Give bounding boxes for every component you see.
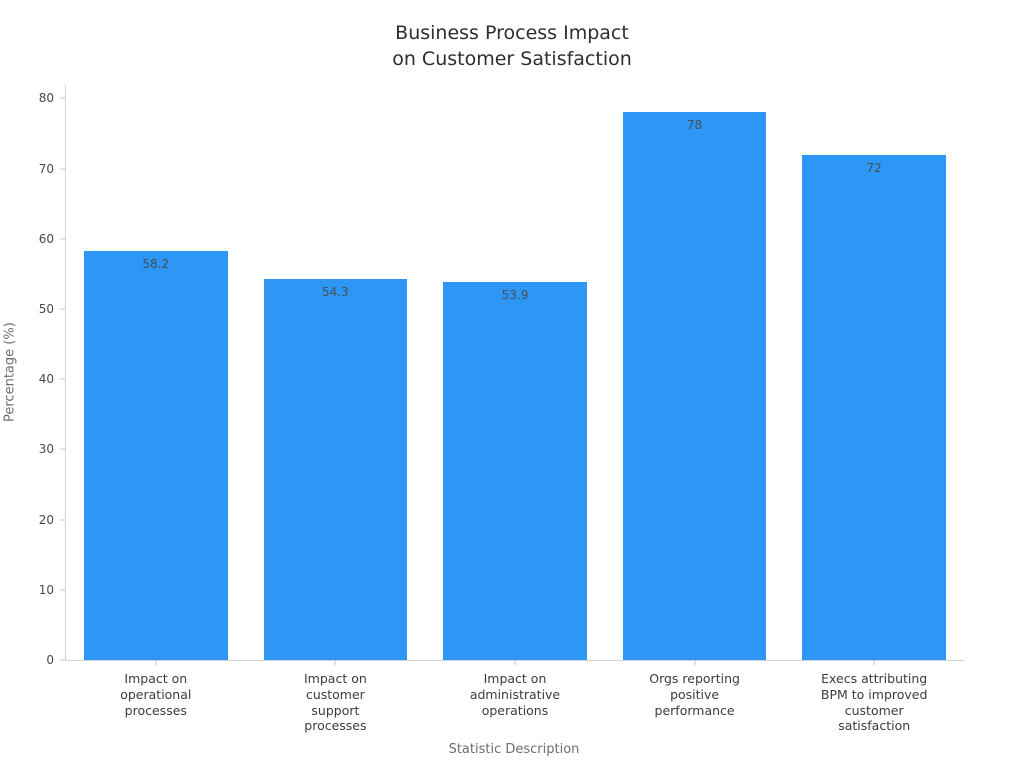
y-tick-mark <box>60 448 65 450</box>
bar-value-label: 54.3 <box>322 284 349 299</box>
bar-slot: 58.2 <box>66 85 246 660</box>
y-tick-label: 60 <box>38 231 54 246</box>
bars-container: 58.2 54.3 53.9 78 72 <box>66 85 964 660</box>
x-category-labels: Impact on operational processes Impact on… <box>66 671 964 734</box>
y-tick-label: 20 <box>38 512 54 527</box>
bar-slot: 72 <box>784 85 964 660</box>
y-tick-label: 10 <box>38 582 54 597</box>
y-tick-mark <box>60 378 65 380</box>
y-tick-mark <box>60 238 65 240</box>
bar-slot: 53.9 <box>425 85 605 660</box>
x-tick-mark <box>694 660 696 665</box>
y-tick-label: 80 <box>38 91 54 106</box>
x-tick-label: Orgs reporting positive performance <box>649 671 740 718</box>
y-axis-label: Percentage (%) <box>2 322 18 423</box>
bar: 72 <box>802 154 946 660</box>
x-tick-mark <box>514 660 516 665</box>
bar: 54.3 <box>263 278 408 660</box>
bar-value-label: 53.9 <box>501 287 529 302</box>
y-tick-label: 50 <box>38 301 54 316</box>
chart-title: Business Process Impact on Customer Sati… <box>392 22 632 70</box>
y-tick-mark <box>60 659 65 661</box>
y-tick-label: 70 <box>38 161 54 176</box>
x-axis-label: Statistic Description <box>448 742 580 757</box>
bar-slot: 54.3 <box>246 85 426 660</box>
x-tick-mark <box>334 660 336 665</box>
y-tick-mark <box>60 589 65 591</box>
y-tick-mark <box>60 168 65 170</box>
x-tick-label: Impact on administrative operations <box>469 671 561 718</box>
y-tick-mark <box>60 519 65 521</box>
bar: 58.2 <box>83 251 228 660</box>
bar-slot: 78 <box>605 85 785 660</box>
x-tick-label: Execs attributing BPM to improved custom… <box>820 671 928 734</box>
y-tick-label: 0 <box>46 653 54 667</box>
x-tick-mark <box>873 660 875 665</box>
y-tick-label: 40 <box>38 372 54 387</box>
y-tick-label: 30 <box>38 442 54 457</box>
y-tick-mark <box>60 308 65 310</box>
bar-value-label: 78 <box>686 118 703 133</box>
bar: 53.9 <box>443 281 587 660</box>
x-tick-label: Impact on customer support processes <box>304 671 367 734</box>
bar-value-label: 72 <box>866 160 882 175</box>
y-tick-mark <box>60 97 65 99</box>
bar-value-label: 58.2 <box>142 257 170 272</box>
x-tick-label: Impact on operational processes <box>120 671 192 718</box>
plot-area: 0 10 20 30 40 50 60 70 80 58.2 54.3 53.9 78 72 Impact … <box>39 85 964 733</box>
x-tick-mark <box>155 660 157 665</box>
bar: 78 <box>622 112 767 660</box>
